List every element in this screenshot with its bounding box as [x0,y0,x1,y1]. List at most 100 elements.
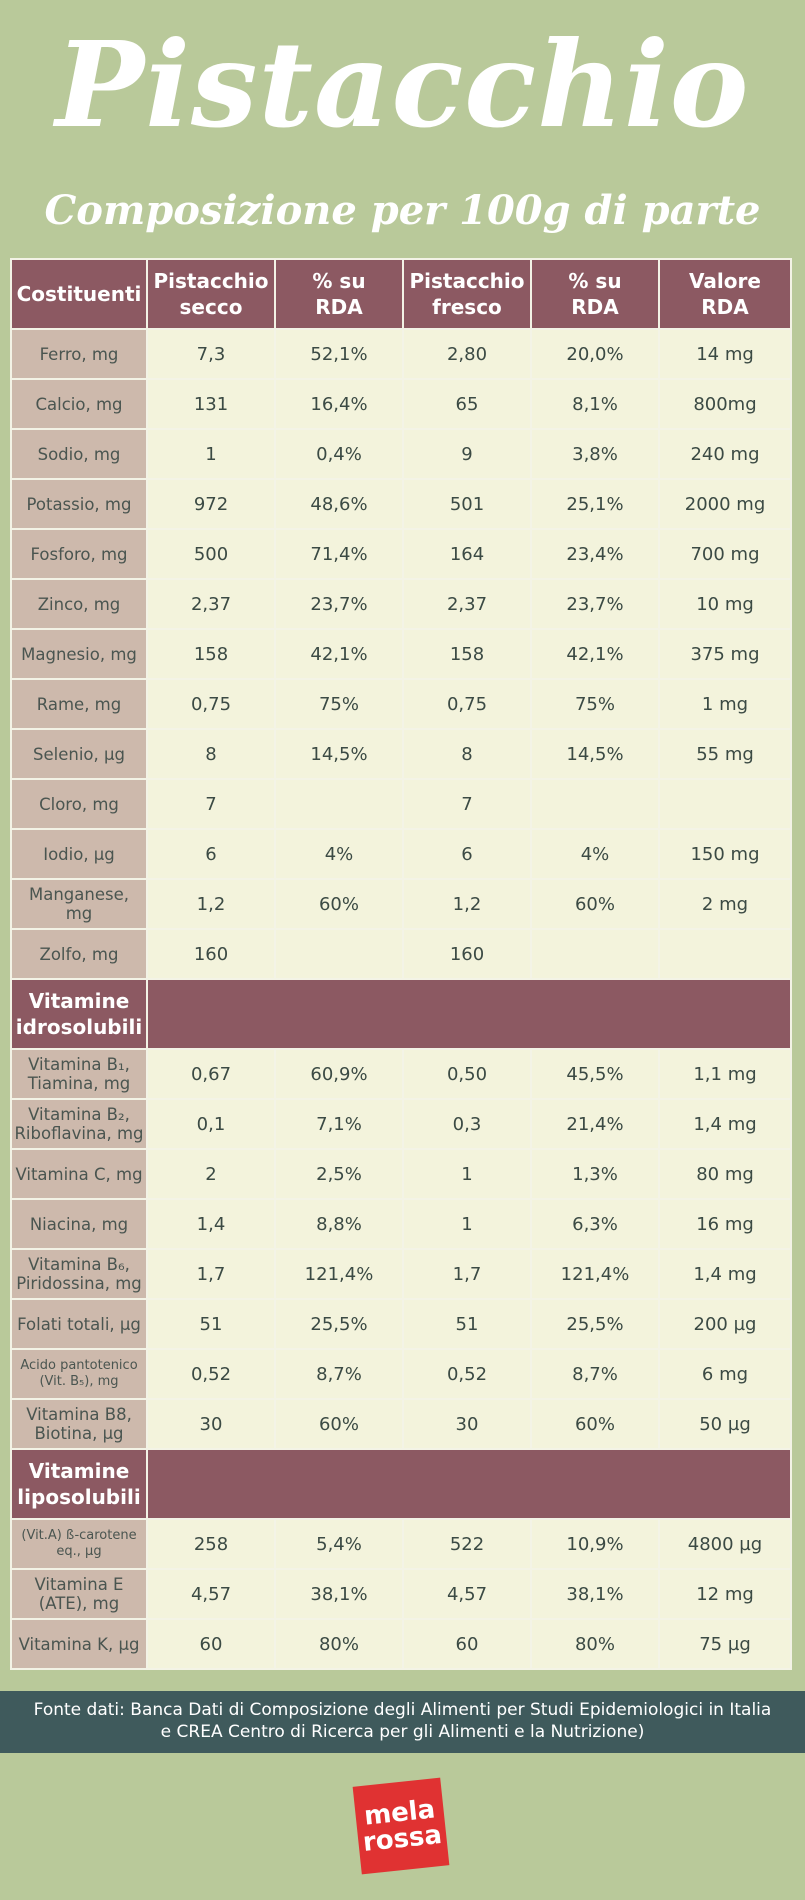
value-cell [658,928,792,980]
value-cell: 500 [146,528,276,580]
row-label: Iodio, µg [10,828,148,880]
row-label-text: Fosforo, mg [30,544,128,564]
column-header: Valore RDA [658,258,792,330]
row-label-text: Riboflavina, mg [14,1124,144,1143]
row-label: Rame, mg [10,678,148,730]
table-row: Vitamina B₆, Piridossina, mg 1,7 121,4% 1,7 1… [10,1248,792,1300]
value-cell: 121,4% [530,1248,660,1300]
value-cell: 1,3% [530,1148,660,1200]
value-cell: 158 [146,628,276,680]
value-cell: 48,6% [274,478,404,530]
value-cell: 164 [402,528,532,580]
value-cell: 1 [402,1148,532,1200]
row-label-text: Piridossina, mg [16,1274,142,1293]
row-label: Niacina, mg [10,1198,148,1250]
value-cell: 65 [402,378,532,430]
row-label: Magnesio, mg [10,628,148,680]
value-cell: 2,5% [274,1148,404,1200]
row-label: Vitamina B₂, Riboflavina, mg [10,1098,148,1150]
column-header-text: Costituenti [16,282,142,306]
table-row: Fosforo, mg 500 71,4% 164 23,4% 700 mg [10,528,792,580]
value-cell: 1,4 mg [658,1248,792,1300]
section-title: Vitamine liposolubili [10,1448,148,1520]
row-label-text: Vitamina K, µg [18,1634,140,1654]
value-cell: 1,1 mg [658,1048,792,1100]
table-row: Zinco, mg 2,37 23,7% 2,37 23,7% 10 mg [10,578,792,630]
table-row: Vitamina E (ATE), mg 4,57 38,1% 4,57 38,1% 12 … [10,1568,792,1620]
row-label: Folati totali, µg [10,1298,148,1350]
row-label-text: Rame, mg [36,694,122,714]
row-label: Selenio, µg [10,728,148,780]
value-cell: 522 [402,1518,532,1570]
table-row: Niacina, mg 1,4 8,8% 1 6,3% 16 mg [10,1198,792,1250]
table-row: (Vit.A) ß-carotene eq., µg 258 5,4% 522 10,9%… [10,1518,792,1570]
value-cell [274,928,404,980]
section-title-text: idrosolubili [15,1015,143,1039]
value-cell: 16,4% [274,378,404,430]
value-cell: 4,57 [146,1568,276,1620]
value-cell: 60 [402,1618,532,1670]
column-header-text: % su [568,269,622,293]
table-row: Vitamina C, mg 2 2,5% 1 1,3% 80 mg [10,1148,792,1200]
row-label-text: Ferro, mg [39,344,119,364]
value-cell: 1 mg [658,678,792,730]
value-cell: 80 mg [658,1148,792,1200]
value-cell [658,778,792,830]
row-label-text: Vitamina B8, [26,1405,132,1424]
row-label-text: Vitamina B₂, [28,1105,130,1124]
row-label-text: (ATE), mg [38,1594,120,1613]
value-cell: 60% [274,1398,404,1450]
value-cell: 7,1% [274,1098,404,1150]
row-label: (Vit.A) ß-carotene eq., µg [10,1518,148,1570]
row-label-text: Vitamina B₁, [28,1055,130,1074]
value-cell: 42,1% [530,628,660,680]
table-row: Vitamina B₂, Riboflavina, mg 0,1 7,1% 0,3 21,… [10,1098,792,1150]
table-header-row: Costituenti Pistacchio secco% su RDA Pistacc… [10,258,792,330]
value-cell: 1,2 [402,878,532,930]
value-cell: 972 [146,478,276,530]
column-header-text: secco [179,295,243,319]
value-cell: 1 [146,428,276,480]
row-label: Calcio, mg [10,378,148,430]
column-header: % su RDA [530,258,660,330]
value-cell: 14,5% [530,728,660,780]
value-cell: 55 mg [658,728,792,780]
row-label-text: Vitamina B₆, [28,1255,130,1274]
value-cell: 4% [530,828,660,880]
value-cell: 30 [402,1398,532,1450]
value-cell: 6 [402,828,532,880]
value-cell: 0,67 [146,1048,276,1100]
value-cell: 2 mg [658,878,792,930]
value-cell: 20,0% [530,328,660,380]
row-label-text: Selenio, µg [33,744,125,764]
row-label: Zinco, mg [10,578,148,630]
table-row: Selenio, µg 8 14,5% 8 14,5% 55 mg [10,728,792,780]
value-cell: 6 [146,828,276,880]
column-header-text: Pistacchio [409,269,525,293]
value-cell: 4,57 [402,1568,532,1620]
column-header-text: fresco [432,295,502,319]
row-label: Vitamina B₁, Tiamina, mg [10,1048,148,1100]
value-cell: 50 µg [658,1398,792,1450]
value-cell: 60% [530,878,660,930]
value-cell: 0,1 [146,1098,276,1150]
value-cell: 131 [146,378,276,430]
row-label-text: Zinco, mg [37,594,121,614]
value-cell: 4800 µg [658,1518,792,1570]
value-cell: 158 [402,628,532,680]
value-cell: 160 [402,928,532,980]
value-cell: 14,5% [274,728,404,780]
value-cell: 700 mg [658,528,792,580]
column-header: Costituenti [10,258,148,330]
value-cell: 16 mg [658,1198,792,1250]
section-title: Vitamine idrosolubili [10,978,148,1050]
row-label-text: Acido pantotenico [20,1358,138,1373]
section-title-text: Vitamine [28,989,130,1013]
value-cell: 75% [530,678,660,730]
value-cell: 7 [146,778,276,830]
row-label: Vitamina C, mg [10,1148,148,1200]
melarossa-logo: mela rossa [352,1777,450,1875]
value-cell: 60 [146,1618,276,1670]
value-cell: 23,4% [530,528,660,580]
column-header-text: RDA [315,295,363,319]
